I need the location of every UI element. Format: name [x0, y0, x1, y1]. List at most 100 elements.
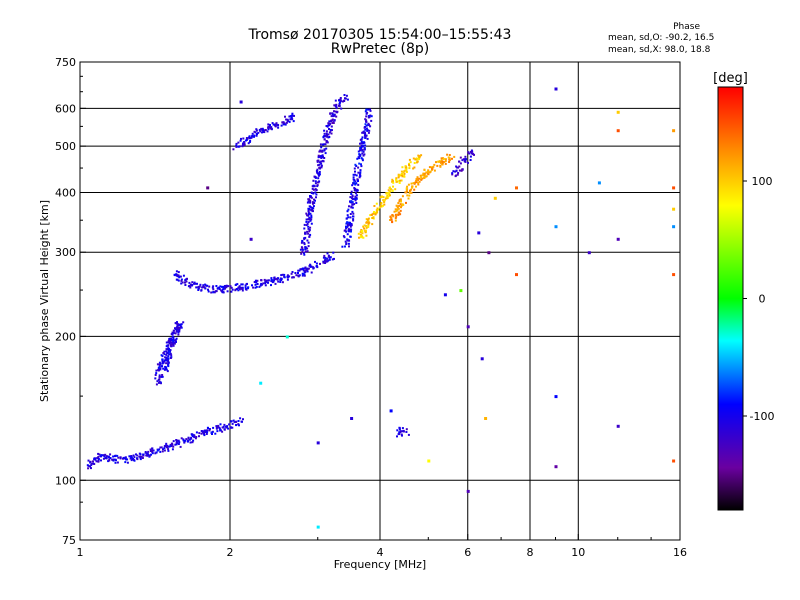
trace-point: [237, 141, 240, 144]
trace-point: [241, 145, 244, 148]
trace-point: [217, 425, 219, 428]
trace-point: [169, 352, 172, 355]
trace-point: [259, 130, 262, 133]
trace-point: [400, 173, 403, 175]
trace-point: [154, 452, 157, 455]
trace-point: [326, 260, 329, 263]
trace-point: [282, 123, 285, 126]
trace-point: [349, 225, 352, 228]
trace-point: [447, 156, 450, 159]
trace-point: [432, 165, 435, 168]
scatter-point: [597, 181, 601, 185]
trace-point: [415, 157, 418, 160]
trace-point: [314, 180, 317, 183]
trace-point: [158, 374, 161, 377]
trace-point: [158, 380, 161, 383]
trace-point: [353, 203, 356, 206]
trace-point: [368, 123, 371, 126]
trace-point: [379, 196, 382, 199]
trace-point: [464, 160, 467, 163]
trace-point: [177, 439, 180, 442]
trace-point: [272, 123, 275, 126]
trace-point: [412, 157, 415, 160]
trace-point: [359, 154, 361, 157]
trace-point: [270, 284, 272, 287]
trace-point: [401, 175, 404, 178]
trace-point: [236, 288, 238, 290]
trace-point: [395, 178, 397, 181]
trace-point: [210, 431, 213, 434]
trace-point: [177, 443, 180, 445]
trace-point: [199, 283, 202, 286]
trace-point: [191, 433, 194, 436]
trace-point: [395, 213, 397, 216]
trace-point: [363, 227, 366, 230]
trace-point: [163, 447, 166, 450]
trace-point: [330, 125, 333, 128]
trace-point: [150, 453, 152, 456]
scatter-point: [459, 289, 463, 293]
trace-point: [407, 433, 410, 436]
trace-point: [322, 155, 324, 158]
trace-point: [392, 180, 394, 183]
trace-point: [280, 279, 283, 281]
trace-point: [171, 335, 174, 338]
trace-point: [288, 115, 291, 118]
trace-point: [320, 166, 323, 169]
trace-point: [415, 185, 417, 188]
trace-point: [307, 245, 310, 248]
trace-point: [191, 441, 194, 444]
trace-point: [147, 450, 150, 453]
trace-point: [231, 422, 234, 425]
trace-point: [354, 170, 356, 173]
trace-point: [420, 178, 423, 181]
trace-point: [342, 235, 345, 238]
trace-point: [365, 226, 368, 229]
trace-point: [164, 444, 167, 447]
trace-point: [300, 246, 303, 249]
trace-point: [409, 161, 412, 164]
trace-point: [362, 236, 365, 239]
trace-point: [312, 266, 315, 269]
scatter-point: [350, 417, 354, 420]
trace-point: [301, 247, 304, 250]
trace-point: [133, 456, 136, 459]
scatter-point: [389, 409, 393, 413]
trace-point: [175, 278, 178, 281]
trace-point: [98, 453, 101, 456]
trace-point: [392, 185, 394, 188]
trace-point: [109, 457, 112, 459]
trace-point: [408, 163, 410, 166]
trace-point: [169, 443, 172, 446]
trace-point: [197, 287, 200, 290]
trace-point: [315, 196, 317, 199]
trace-point: [299, 268, 302, 271]
trace-point: [324, 259, 327, 262]
trace-point: [403, 170, 406, 173]
trace-point: [175, 443, 178, 446]
trace-point: [400, 200, 402, 203]
trace-point: [155, 383, 158, 386]
trace-point: [310, 222, 313, 225]
trace-point: [320, 146, 323, 149]
trace-point: [405, 201, 407, 204]
trace-point: [216, 430, 219, 433]
trace-point: [347, 242, 350, 245]
scatter-point: [285, 335, 289, 339]
trace-point: [303, 243, 306, 246]
trace-point: [232, 419, 235, 422]
trace-point: [351, 195, 354, 198]
trace-point: [184, 284, 187, 286]
trace-point: [307, 225, 310, 228]
trace-point: [458, 165, 461, 168]
trace-point: [307, 213, 310, 215]
colorbar-tick-label: 100: [752, 175, 773, 188]
trace-point: [308, 198, 311, 201]
trace-point: [170, 337, 173, 340]
trace-point: [368, 129, 371, 132]
trace-point: [235, 424, 238, 427]
scatter-point: [477, 231, 481, 235]
trace-point: [314, 260, 316, 263]
trace-point: [289, 115, 292, 118]
trace-point: [320, 162, 323, 165]
